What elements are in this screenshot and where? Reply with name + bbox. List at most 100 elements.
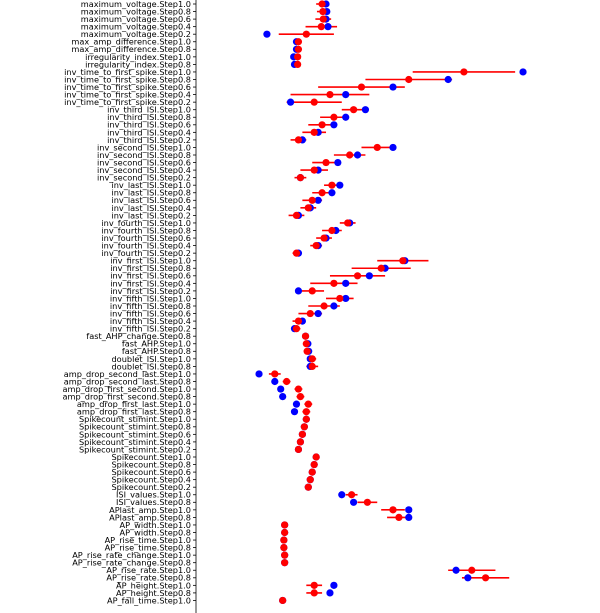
red-point — [328, 226, 336, 235]
red-point — [303, 347, 311, 355]
red-point — [302, 415, 310, 423]
y-tick-label: amp_drop_second_last.Step1.0 — [64, 369, 191, 379]
red-point — [294, 45, 303, 53]
y-tick-label: AP_fall_time.Step1.0 — [107, 595, 191, 605]
red-point — [310, 460, 318, 469]
y-tick-label: inv_fourth_ISI.Step0.2 — [101, 248, 191, 258]
red-point — [283, 377, 291, 386]
y-tick-label: inv_second_ISI.Step0.4 — [97, 165, 191, 175]
y-tick-label: inv_fourth_ISI.Step0.6 — [101, 233, 191, 243]
blue-point — [519, 68, 527, 76]
blue-point — [342, 91, 350, 99]
y-tick-label: inv_last_ISI.Step0.4 — [111, 203, 191, 213]
blue-point — [330, 581, 338, 589]
y-tick-label: amp_drop_first_last.Step1.0 — [77, 399, 191, 409]
red-point — [306, 309, 314, 318]
y-tick-label: inv_first_ISI.Step0.2 — [110, 286, 191, 296]
y-tick-label: fast_AHP.Step0.8 — [122, 346, 191, 356]
red-point — [292, 325, 301, 333]
red-point — [320, 302, 328, 310]
y-tick-label: amp_drop_first_second.Step0.8 — [62, 392, 191, 402]
blue-point — [324, 23, 332, 31]
y-tick-label: irregularity_index.Step0.8 — [85, 59, 191, 69]
blue-point — [330, 121, 338, 129]
y-tick-label: inv_first_ISI.Step0.6 — [110, 271, 191, 281]
red-point — [336, 294, 344, 303]
red-point — [399, 257, 407, 265]
y-tick-label: AP_width.Step1.0 — [120, 520, 191, 530]
y-tick-label: inv_fifth_ISI.Step0.4 — [110, 316, 191, 326]
y-tick-label: APlast_amp.Step1.0 — [109, 505, 191, 515]
y-tick-label: inv_time_to_first_spike.Step0.6 — [64, 82, 191, 92]
blue-point — [389, 83, 397, 91]
y-tick-label: APlast_amp.Step0.8 — [109, 512, 191, 522]
red-point — [281, 559, 289, 567]
y-tick-label: AP_rise_rate.Step0.8 — [106, 573, 191, 583]
y-tick-label: inv_last_ISI.Step0.8 — [111, 188, 191, 198]
red-point — [294, 136, 303, 144]
red-point — [344, 219, 352, 227]
red-point — [353, 272, 362, 280]
y-tick-label: max_amp_difference.Step0.8 — [71, 44, 191, 54]
blue-point — [365, 272, 373, 280]
red-point — [322, 158, 330, 167]
y-tick-label: AP_rise_time.Step0.8 — [105, 543, 191, 553]
blue-point — [444, 75, 452, 84]
red-point — [460, 68, 468, 76]
y-tick-label: inv_third_ISI.Step1.0 — [107, 105, 191, 115]
y-tick-label: maximum_voltage.Step1.0 — [81, 0, 191, 9]
y-tick-label: inv_time_to_first_spike.Step0.8 — [64, 74, 191, 84]
blue-point — [350, 498, 358, 506]
y-tick-label: inv_time_to_first_spike.Step1.0 — [64, 67, 191, 77]
y-tick-label: Spikecount_stimint.Step0.4 — [79, 437, 191, 447]
red-point — [308, 362, 316, 370]
y-tick-label: inv_fifth_ISI.Step0.6 — [110, 308, 191, 318]
blue-point — [389, 143, 397, 152]
red-point — [279, 596, 287, 605]
y-tick-label: inv_last_ISI.Step0.6 — [111, 195, 191, 205]
y-tick-label: maximum_voltage.Step0.2 — [81, 29, 191, 39]
red-point — [310, 98, 318, 106]
y-tick-label: AP_rise_time.Step1.0 — [105, 535, 191, 545]
y-tick-label: AP_rise_rate_change.Step1.0 — [72, 550, 191, 560]
y-tick-label: Spikecount_stimint.Step1.0 — [79, 414, 191, 424]
y-tick-label: AP_width.Step0.8 — [120, 527, 191, 537]
red-point — [377, 264, 385, 272]
y-tick-label: Spikecount.Step1.0 — [111, 452, 191, 462]
blue-point — [452, 566, 460, 574]
red-point — [330, 113, 338, 121]
y-tick-label: Spikecount.Step0.2 — [111, 482, 191, 492]
y-tick-label: inv_time_to_first_spike.Step0.2 — [64, 97, 191, 107]
y-tick-label: fast_AHP_change.Step0.8 — [86, 331, 191, 341]
red-point — [296, 174, 305, 182]
y-tick-label: inv_time_to_first_spike.Step0.4 — [64, 90, 191, 100]
red-point — [302, 340, 310, 348]
blue-point — [328, 189, 336, 197]
red-point — [300, 423, 308, 431]
y-tick-label: ISI_values.Step1.0 — [116, 490, 191, 500]
red-point — [326, 91, 334, 99]
red-point — [296, 393, 305, 401]
red-point — [348, 491, 356, 499]
blue-point — [290, 408, 299, 416]
red-point — [302, 408, 310, 416]
red-point — [328, 181, 336, 189]
red-point — [395, 513, 403, 522]
red-point — [312, 242, 320, 250]
red-point — [350, 106, 358, 114]
blue-point — [342, 279, 350, 287]
red-point — [280, 536, 288, 544]
red-point — [468, 566, 476, 574]
red-point — [271, 370, 279, 378]
y-tick-label: maximum_voltage.Step0.6 — [81, 14, 191, 24]
red-point — [281, 528, 289, 537]
red-point — [310, 166, 318, 174]
blue-point — [464, 574, 472, 582]
red-point — [318, 189, 326, 197]
red-point — [280, 544, 288, 552]
red-point — [302, 30, 310, 38]
y-tick-label: Spikecount.Step0.8 — [111, 459, 191, 469]
y-tick-label: inv_fifth_ISI.Step1.0 — [110, 293, 191, 303]
red-point — [481, 574, 490, 582]
